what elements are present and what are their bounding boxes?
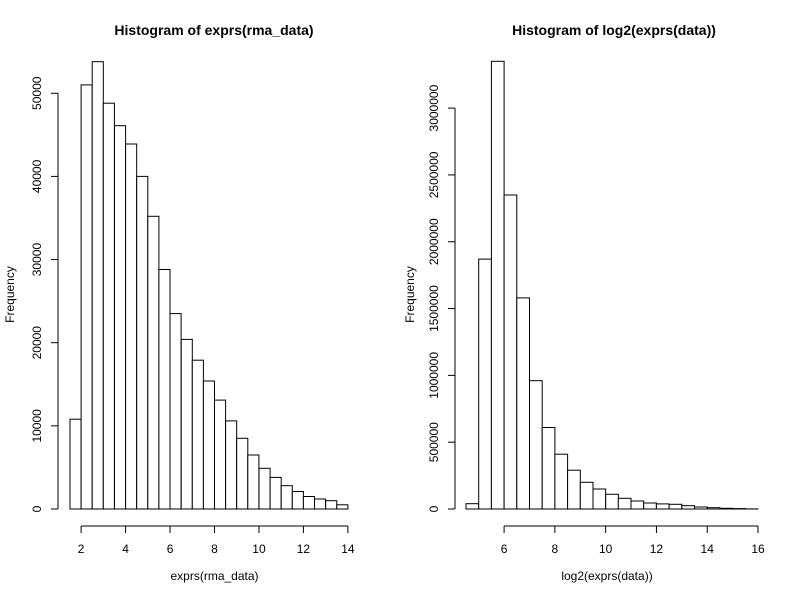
chart-1-x-tick-label: 12	[297, 542, 311, 556]
chart-2-bar	[694, 506, 708, 510]
chart-2-bar	[630, 500, 645, 510]
chart-2-y-tick-label: 1000000	[427, 352, 441, 399]
chart-1-bar	[314, 498, 327, 510]
chart-2-bar	[529, 380, 543, 510]
chart-2-x-tick-label: 12	[650, 542, 664, 556]
chart-2-bar	[706, 507, 721, 510]
chart-2-bar	[655, 503, 670, 510]
chart-1-bar	[214, 399, 227, 510]
chart-2-x-axis-label: log2(exprs(data))	[561, 569, 652, 583]
chart-1-y-tick-label: 30000	[30, 243, 44, 277]
chart-1-bar	[258, 467, 271, 510]
chart-1-x-tick-label: 2	[78, 542, 85, 556]
chart-2-bar	[490, 60, 505, 510]
chart-1-bar	[236, 437, 249, 510]
chart-2-y-tick-label: 2500000	[427, 151, 441, 198]
chart-1-bar	[280, 485, 293, 510]
chart-1-bar	[291, 491, 304, 510]
chart-1-bar	[180, 338, 193, 510]
chart-1-y-axis-label: Frequency	[3, 266, 17, 323]
chart-2-bar	[719, 507, 734, 510]
chart-2-x-tick-label: 8	[552, 542, 559, 556]
chart-2-bar	[681, 505, 695, 510]
chart-1-bar	[191, 359, 204, 510]
chart-2-bar	[478, 258, 492, 510]
chart-2-bar	[617, 497, 632, 510]
chart-1-bar	[336, 504, 349, 510]
chart-1-x-tick-label: 6	[167, 542, 174, 556]
chart-1-y-tick-label: 0	[30, 505, 44, 512]
chart-2-y-axis-label: Frequency	[403, 266, 417, 323]
chart-1-bar	[169, 313, 182, 510]
chart-1-x-tick-label: 10	[252, 542, 266, 556]
chart-1-bar	[269, 476, 282, 510]
chart-2-y-tick-label: 3000000	[427, 84, 441, 131]
chart-1-y-tick-label: 10000	[30, 409, 44, 443]
chart-1-y-tick-label: 40000	[30, 159, 44, 193]
chart-1-bar	[202, 380, 215, 510]
chart-2-bar	[567, 469, 581, 510]
chart-2-y-tick-label: 1500000	[427, 285, 441, 332]
chart-1-bar	[114, 125, 127, 510]
chart-1-bar	[158, 269, 171, 510]
chart-2-title: Histogram of log2(exprs(data))	[512, 22, 716, 38]
chart-2-y-tick-label: 0	[427, 505, 441, 512]
chart-2-x-tick-label: 16	[751, 542, 765, 556]
chart-1-bar	[325, 500, 338, 510]
chart-2-bar	[503, 194, 518, 510]
chart-1-x-tick-label: 4	[122, 542, 129, 556]
chart-1-title: Histogram of exprs(rma_data)	[114, 22, 313, 38]
chart-1-x-axis-label: exprs(rma_data)	[170, 569, 258, 583]
chart-1-x-tick-label: 14	[341, 542, 355, 556]
chart-1-bar	[147, 215, 160, 510]
chart-1-bar	[102, 102, 115, 510]
chart-1-bar	[69, 418, 82, 510]
chart-1-bar	[247, 454, 260, 510]
chart-1-bar	[91, 61, 104, 510]
chart-2-bar	[605, 493, 619, 510]
chart-1-x-tick-label: 8	[211, 542, 218, 556]
chart-2-bar	[465, 503, 480, 510]
chart-2-x-tick-label: 10	[599, 542, 613, 556]
chart-2-y-tick-label: 2000000	[427, 218, 441, 265]
chart-2-bar	[643, 502, 657, 510]
chart-1-y-tick-label: 20000	[30, 326, 44, 360]
chart-2-bar	[541, 427, 556, 510]
chart-2-bar	[668, 503, 683, 510]
chart-2-bar	[554, 453, 569, 510]
chart-2-x-tick-label: 6	[501, 542, 508, 556]
chart-2-x-tick-label: 14	[701, 542, 715, 556]
chart-1-bar	[80, 84, 93, 510]
chart-1-bar	[125, 143, 138, 510]
chart-2-bar	[592, 488, 607, 510]
chart-1-bar	[302, 496, 315, 510]
chart-2-bar	[516, 297, 530, 510]
chart-1-bar	[136, 175, 149, 510]
chart-2-y-tick-label: 500000	[427, 422, 441, 462]
chart-1-y-tick-label: 50000	[30, 76, 44, 110]
chart-1-bar	[225, 420, 238, 510]
chart-2-bar	[579, 481, 594, 510]
